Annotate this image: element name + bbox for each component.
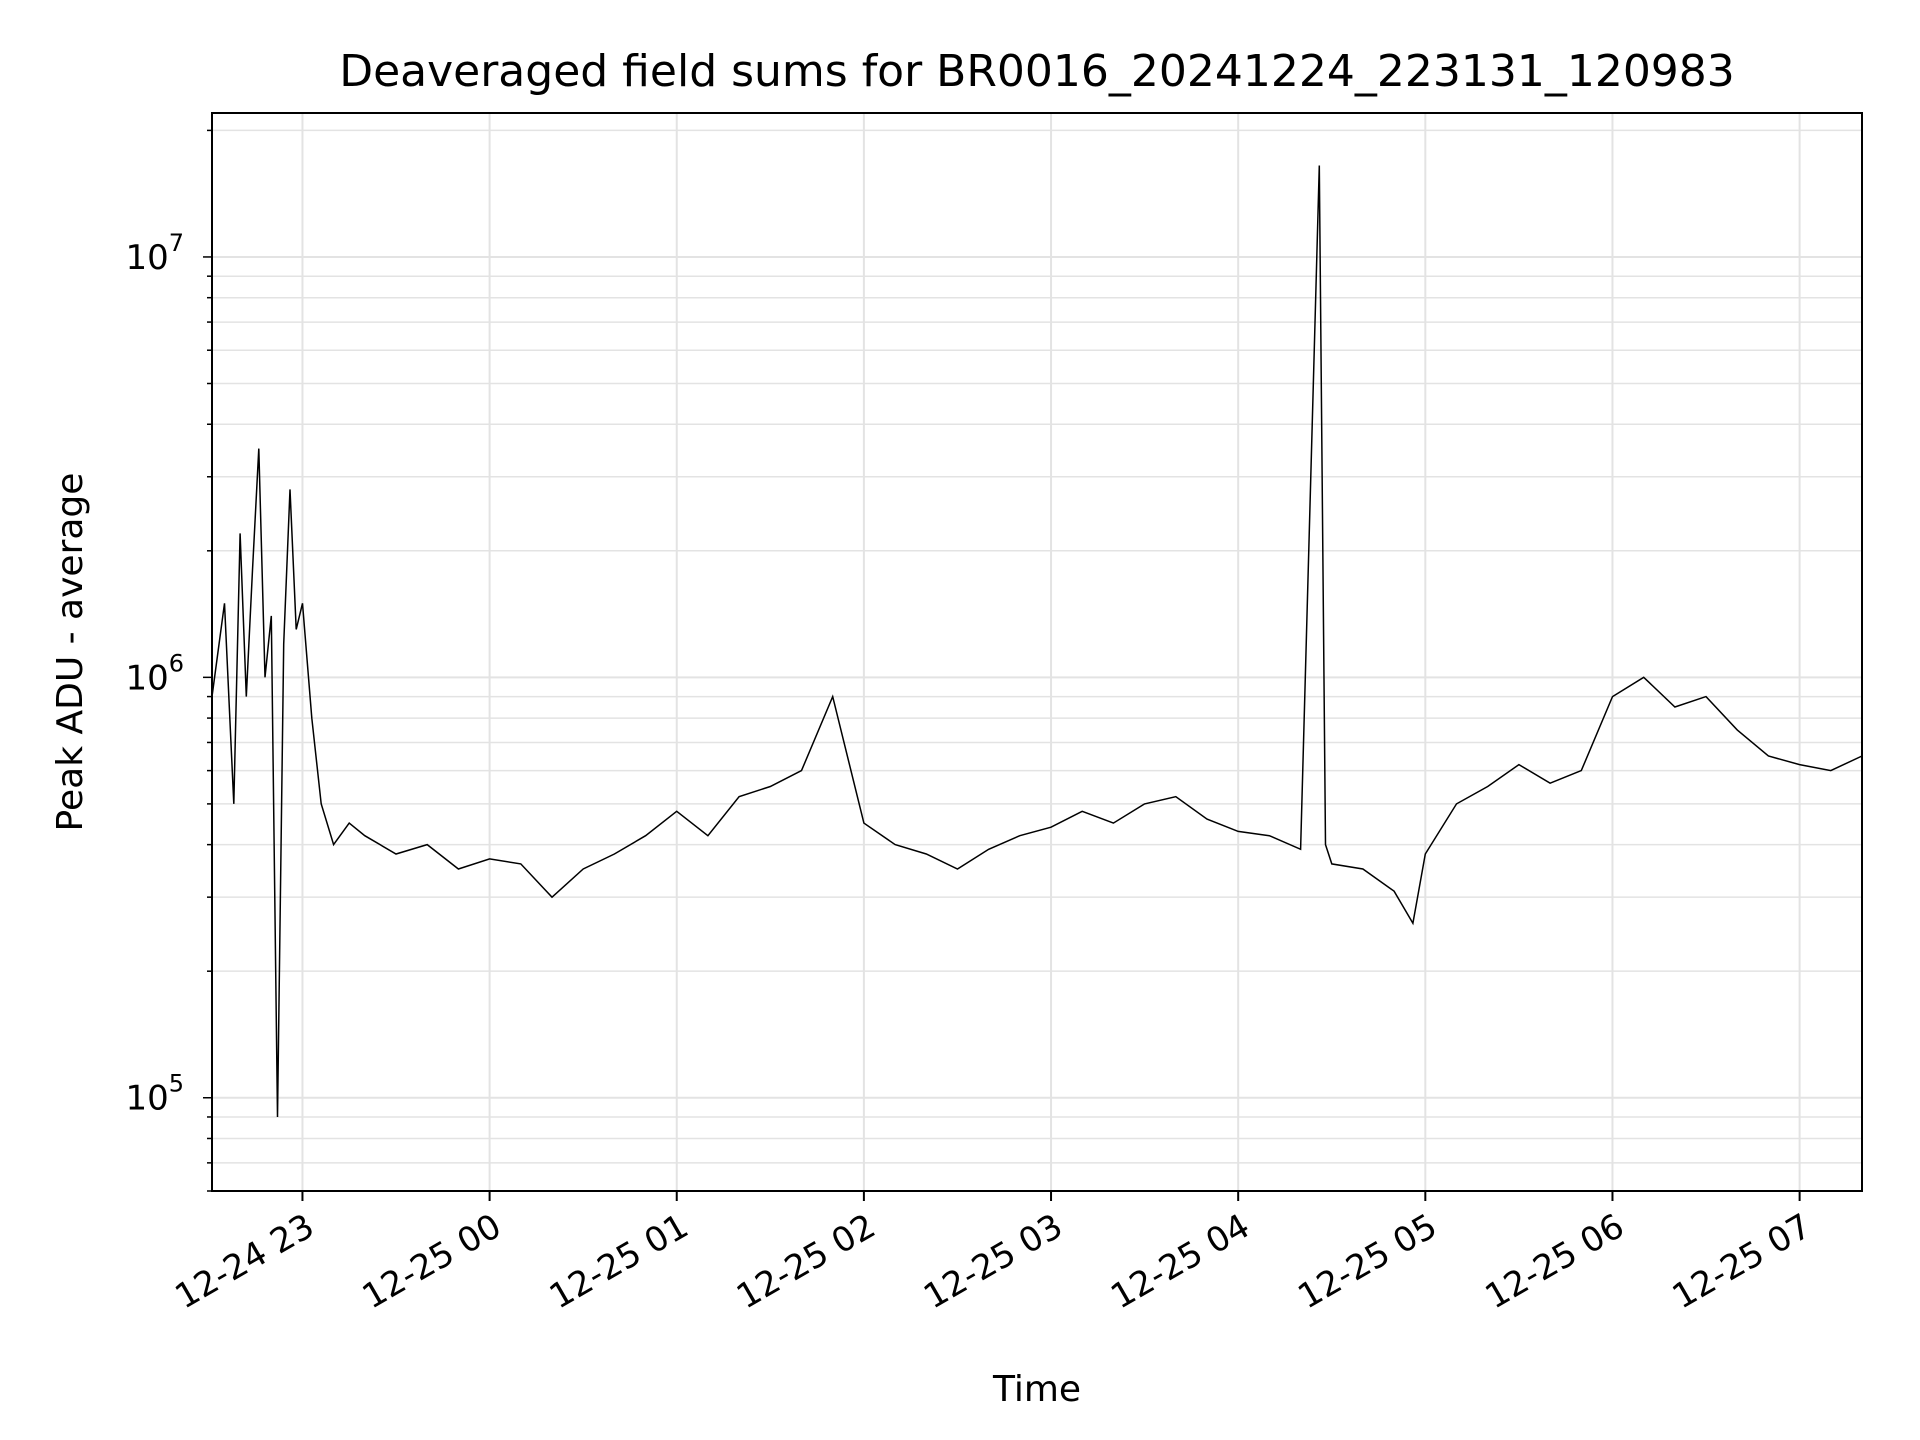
y-tick-label: 105 — [125, 1070, 184, 1119]
y-tick-base: 10 — [125, 1079, 168, 1119]
y-tick-base: 10 — [125, 238, 168, 278]
x-axis-label: Time — [992, 1369, 1081, 1410]
y-tick-base: 10 — [125, 658, 168, 698]
grid — [212, 113, 1862, 1192]
y-tick-label: 106 — [125, 649, 184, 698]
data-series-line — [211, 165, 1863, 1118]
y-tick-exponent: 6 — [169, 649, 184, 677]
y-tick-exponent: 7 — [169, 229, 184, 257]
data-layer — [211, 165, 1863, 1118]
chart-title: Deaveraged field sums for BR0016_2024122… — [339, 46, 1735, 97]
y-axis-label: Peak ADU - average — [50, 473, 91, 832]
y-tick-label: 107 — [125, 229, 184, 278]
y-tick-exponent: 5 — [169, 1070, 184, 1098]
plot-frame — [211, 112, 1863, 1192]
